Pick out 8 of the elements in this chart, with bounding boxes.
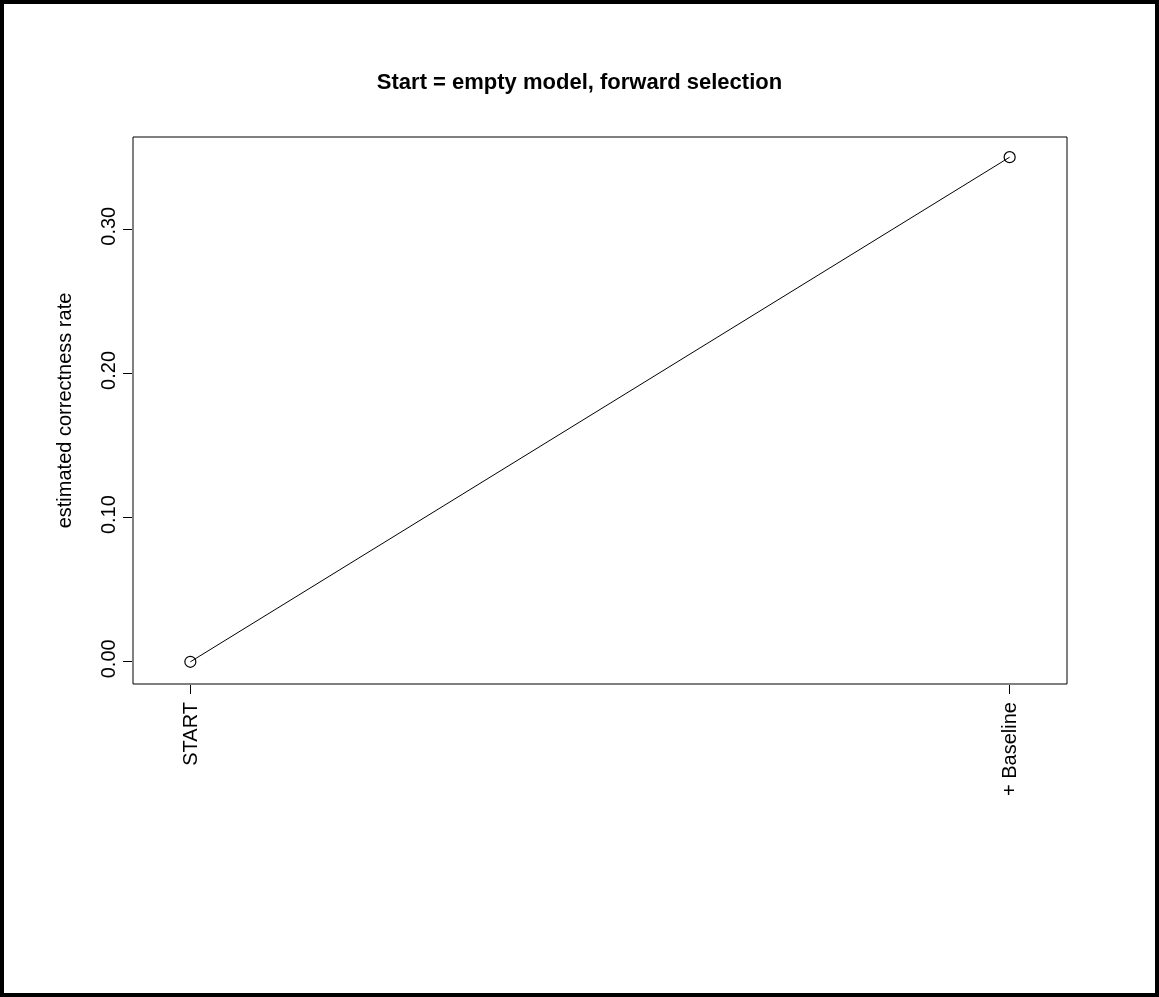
- chart-title: Start = empty model, forward selection: [376, 68, 783, 94]
- x-tick-label: START: [178, 702, 201, 766]
- y-tick-label: 0.30: [97, 206, 119, 246]
- y-axis-title: estimated correctness rate: [52, 292, 75, 529]
- y-tick-label: 0.00: [97, 639, 119, 679]
- y-tick-label: 0.20: [97, 350, 119, 390]
- y-tick-label: 0.10: [97, 495, 119, 535]
- x-tick-label: + Baseline: [998, 702, 1021, 796]
